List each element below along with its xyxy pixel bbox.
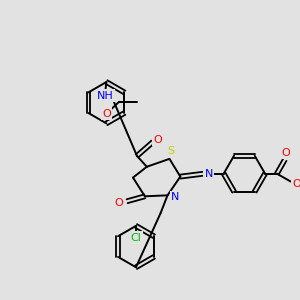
Text: N: N [171, 192, 180, 202]
Text: O: O [281, 148, 290, 158]
Text: O: O [115, 198, 124, 208]
Text: O: O [102, 109, 111, 118]
Text: N: N [205, 169, 213, 178]
Text: O: O [292, 178, 300, 188]
Text: O: O [153, 135, 162, 145]
Text: S: S [167, 146, 174, 156]
Text: Cl: Cl [130, 233, 141, 243]
Text: NH: NH [97, 91, 114, 101]
